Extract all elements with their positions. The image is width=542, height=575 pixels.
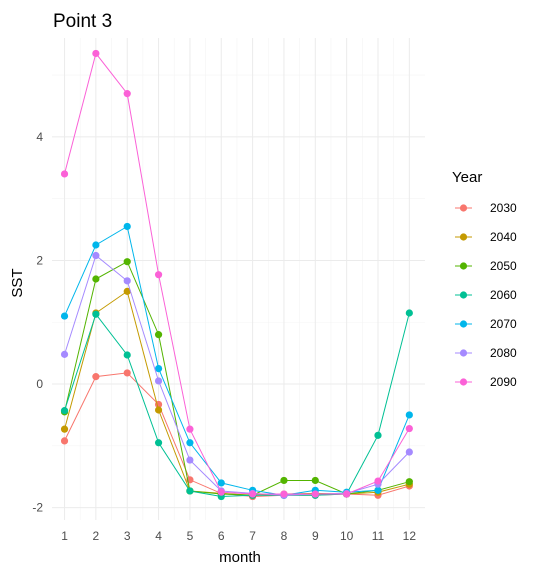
data-point: [280, 490, 288, 498]
legend: Year 2030 2040 2050 2060 2070 2080 2090: [452, 169, 517, 389]
data-point: [60, 407, 69, 415]
series-line: [64, 260, 410, 496]
legend-label: 2030: [490, 201, 517, 215]
data-point: [217, 479, 225, 487]
data-point: [60, 425, 69, 433]
x-axis-title: month: [219, 549, 261, 566]
x-axis-ticks: 1 2 3 4 5 6 7 8 9 10 11 12: [61, 529, 416, 543]
data-point: [186, 487, 194, 495]
series-lines: [60, 49, 413, 501]
grid: [52, 38, 425, 520]
legend-key-point: [459, 349, 468, 357]
data-point: [123, 90, 131, 98]
data-point: [123, 287, 131, 295]
chart-title: Point 3: [53, 11, 112, 32]
x-tick-label: 8: [281, 529, 288, 543]
x-tick-label: 10: [340, 529, 354, 543]
x-tick-label: 2: [93, 529, 100, 543]
x-tick-label: 7: [249, 529, 256, 543]
data-point: [60, 350, 69, 358]
legend-key-point: [459, 262, 468, 270]
legend-item-2040: 2040: [455, 230, 517, 244]
legend-label: 2060: [490, 288, 517, 302]
legend-item-2050: 2050: [455, 259, 517, 273]
data-point: [123, 258, 131, 266]
data-point: [154, 439, 163, 447]
data-point: [405, 309, 413, 317]
data-point: [154, 365, 163, 373]
y-tick-label: -2: [32, 501, 43, 515]
data-point: [343, 490, 351, 498]
legend-item-2030: 2030: [455, 201, 517, 215]
data-point: [154, 331, 163, 339]
data-point: [123, 277, 131, 285]
data-point: [123, 369, 131, 377]
legend-key-point: [459, 233, 468, 241]
data-point: [92, 251, 100, 260]
legend-key-point: [459, 291, 468, 299]
x-tick-label: 11: [372, 529, 385, 543]
legend-key-point: [459, 378, 468, 386]
y-axis-title: SST: [9, 268, 26, 297]
data-point: [405, 424, 413, 433]
data-point: [154, 271, 163, 279]
x-tick-label: 9: [312, 529, 319, 543]
data-point: [92, 373, 100, 381]
data-point: [374, 486, 382, 494]
legend-title: Year: [452, 169, 482, 186]
data-point: [280, 476, 288, 485]
data-point: [92, 275, 100, 283]
x-tick-label: 12: [403, 529, 417, 543]
data-point: [92, 310, 100, 318]
data-point: [311, 490, 319, 498]
x-tick-label: 3: [124, 529, 131, 543]
data-point: [405, 411, 413, 419]
data-point: [311, 476, 319, 485]
legend-key-point: [459, 320, 468, 328]
data-point: [217, 488, 225, 496]
data-point: [374, 477, 382, 485]
legend-label: 2080: [490, 346, 517, 360]
data-point: [154, 377, 163, 385]
series-line: [64, 312, 410, 498]
data-point: [60, 170, 69, 178]
legend-label: 2050: [490, 259, 517, 273]
data-point: [60, 312, 69, 320]
data-point: [154, 406, 163, 414]
data-point: [186, 425, 194, 433]
data-point: [186, 439, 194, 447]
legend-item-2090: 2090: [455, 375, 517, 389]
legend-label: 2040: [490, 230, 517, 244]
legend-item-2080: 2080: [455, 346, 517, 360]
x-tick-label: 4: [155, 529, 162, 543]
legend-item-2060: 2060: [455, 288, 517, 302]
y-axis-ticks: -2 0 2 4: [32, 130, 43, 515]
data-point: [374, 431, 382, 439]
x-tick-label: 1: [61, 529, 68, 543]
data-point: [92, 241, 100, 249]
series-line: [64, 52, 410, 495]
data-point: [249, 490, 257, 498]
legend-label: 2090: [490, 375, 517, 389]
y-tick-label: 2: [36, 253, 43, 267]
data-point: [60, 437, 69, 445]
legend-label: 2070: [490, 317, 517, 331]
data-point: [405, 478, 413, 486]
data-point: [405, 448, 413, 456]
legend-item-2070: 2070: [455, 317, 517, 331]
data-point: [186, 456, 194, 464]
data-point: [123, 351, 131, 359]
series-2090: [60, 49, 413, 498]
y-tick-label: 4: [36, 130, 43, 144]
data-point: [123, 222, 131, 231]
x-tick-label: 6: [218, 529, 225, 543]
y-tick-label: 0: [36, 377, 43, 391]
x-tick-label: 5: [187, 529, 194, 543]
legend-key-point: [459, 204, 468, 212]
data-point: [92, 49, 100, 58]
